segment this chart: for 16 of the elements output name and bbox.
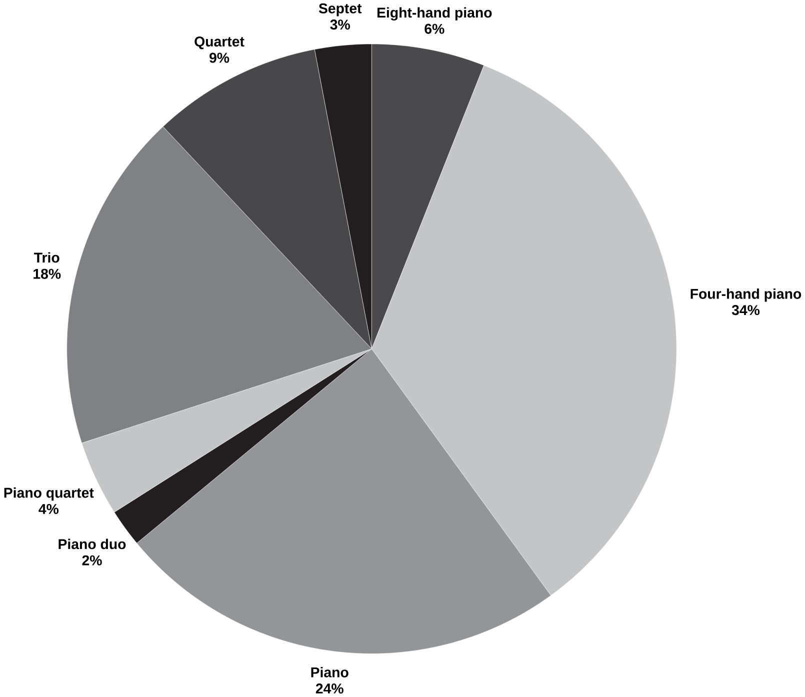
data-label: 34% (732, 305, 760, 316)
data-label: 18% (34, 268, 61, 279)
data-label: 6% (424, 24, 444, 34)
slice-label: Piano duo (58, 538, 126, 550)
slice-label: Septet (318, 3, 362, 16)
slice-label: Trio (34, 252, 60, 263)
data-label: 24% (316, 684, 344, 694)
slice-label: Four-hand piano (690, 288, 802, 302)
data-label: 4% (38, 504, 59, 514)
slice-label: Piano (311, 667, 348, 678)
data-label: 2% (82, 555, 102, 566)
slice-label: Eight-hand piano (377, 7, 492, 21)
data-label: 9% (210, 52, 230, 63)
slice-label: Piano quartet (4, 487, 94, 501)
slice-label: Quartet (194, 36, 244, 50)
data-label: 3% (330, 20, 350, 30)
